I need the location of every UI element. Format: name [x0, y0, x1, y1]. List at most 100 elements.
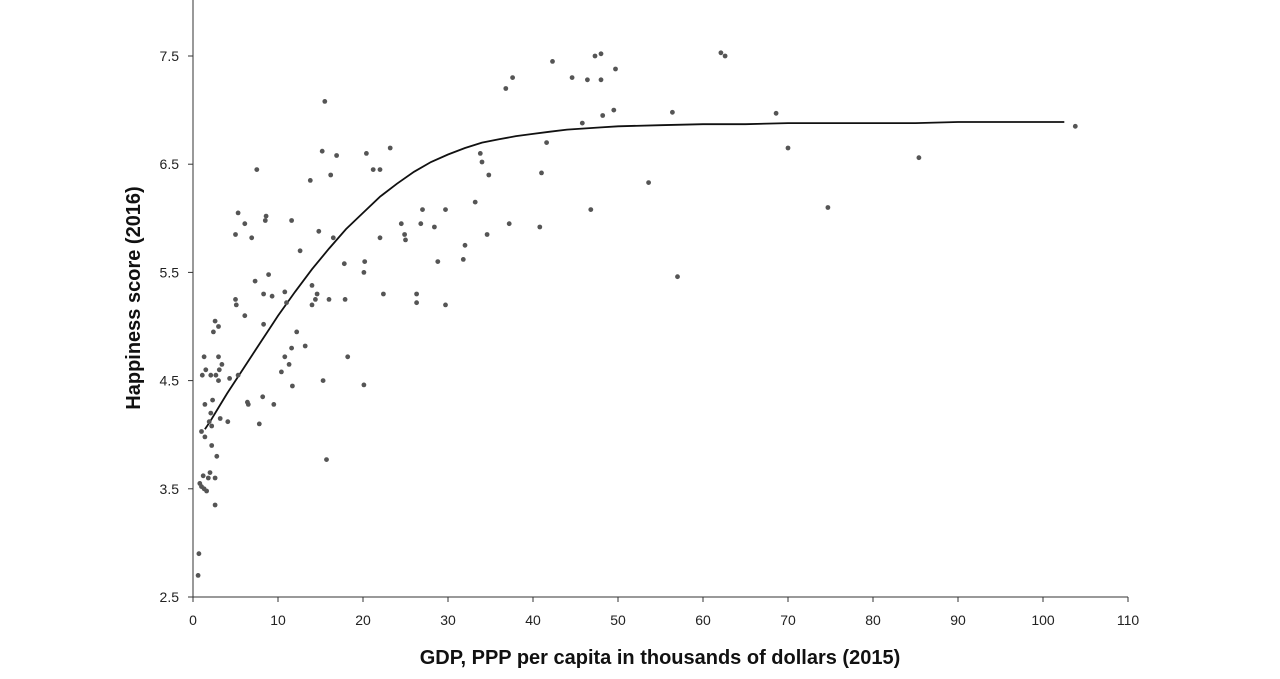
x-tick-label: 40 — [525, 612, 541, 628]
y-tick-label: 7.5 — [160, 48, 180, 64]
data-point — [916, 155, 922, 161]
data-point — [202, 434, 208, 440]
data-point — [263, 213, 269, 219]
data-point — [271, 402, 277, 407]
data-point — [297, 248, 303, 254]
data-point — [245, 402, 251, 407]
y-axis-ticks: 2.5 3.5 4.5 5.5 6.5 7.5 — [160, 48, 193, 605]
data-point — [364, 151, 369, 156]
data-point — [209, 443, 215, 448]
data-point — [361, 270, 367, 275]
y-tick-label: 5.5 — [160, 264, 180, 280]
data-point — [472, 199, 478, 205]
data-point — [825, 205, 831, 210]
data-point — [550, 59, 555, 64]
data-point — [260, 394, 266, 400]
x-tick-label: 50 — [610, 612, 626, 628]
data-point — [785, 145, 791, 151]
data-point — [252, 278, 258, 284]
data-point — [199, 429, 204, 434]
data-point — [675, 274, 680, 280]
data-point — [330, 235, 336, 241]
data-point — [209, 423, 215, 429]
data-point — [266, 272, 271, 277]
data-point — [377, 235, 383, 241]
data-point — [443, 207, 448, 213]
data-point — [361, 382, 367, 388]
data-point — [387, 145, 393, 151]
x-tick-label: 90 — [950, 612, 966, 628]
data-point — [212, 318, 218, 324]
data-point — [203, 367, 209, 373]
data-point — [503, 86, 509, 91]
data-point — [402, 232, 407, 237]
data-point — [225, 419, 231, 425]
data-point — [249, 235, 255, 241]
data-point — [443, 302, 448, 308]
x-tick-label: 70 — [780, 612, 796, 628]
data-point — [269, 293, 275, 299]
data-point — [216, 378, 221, 383]
data-point — [212, 475, 218, 481]
data-point — [235, 372, 241, 378]
data-point — [314, 291, 320, 297]
data-point — [227, 376, 233, 381]
data-point — [307, 178, 313, 183]
data-point — [202, 402, 208, 407]
data-point — [486, 172, 492, 178]
data-point — [377, 167, 383, 173]
x-axis-title: GDP, PPP per capita in thousands of doll… — [420, 647, 901, 669]
data-point — [460, 257, 466, 262]
data-point — [211, 329, 216, 335]
data-point — [477, 151, 483, 156]
data-point — [418, 221, 424, 227]
data-point — [256, 421, 262, 427]
data-point — [206, 419, 212, 425]
data-point — [432, 224, 437, 230]
data-point — [294, 329, 300, 335]
data-point — [242, 221, 248, 227]
data-point — [598, 51, 604, 57]
data-point — [320, 378, 326, 383]
data-point — [216, 367, 222, 373]
data-points — [195, 50, 1078, 578]
data-point — [261, 321, 266, 327]
data-point — [242, 313, 248, 319]
data-point — [201, 354, 207, 360]
y-tick-label: 3.5 — [160, 481, 180, 497]
y-tick-label: 4.5 — [160, 373, 180, 389]
data-point — [484, 232, 490, 237]
data-point — [435, 259, 441, 264]
data-point — [208, 410, 214, 416]
data-point — [611, 107, 617, 113]
data-point — [600, 113, 606, 118]
data-point — [235, 210, 241, 216]
x-tick-label: 30 — [440, 612, 456, 628]
data-point — [324, 457, 329, 462]
data-point — [342, 297, 348, 302]
data-point — [216, 324, 221, 329]
data-point — [196, 551, 202, 557]
data-point — [506, 221, 512, 227]
data-point — [381, 291, 386, 297]
data-point — [462, 242, 468, 248]
data-point — [233, 232, 238, 237]
data-point — [579, 120, 585, 126]
data-point — [214, 453, 220, 459]
data-point — [341, 261, 347, 267]
data-point — [403, 237, 408, 243]
data-point — [233, 302, 239, 308]
data-point — [370, 167, 376, 173]
data-point — [302, 343, 308, 349]
data-point — [316, 228, 322, 234]
data-point — [510, 75, 515, 80]
data-point — [290, 383, 295, 389]
data-point — [284, 300, 289, 306]
data-point — [345, 354, 351, 360]
data-point — [207, 470, 213, 475]
data-point — [309, 302, 315, 308]
data-point — [398, 221, 404, 227]
data-point — [261, 291, 266, 297]
x-tick-label: 80 — [865, 612, 881, 628]
data-point — [718, 50, 724, 56]
